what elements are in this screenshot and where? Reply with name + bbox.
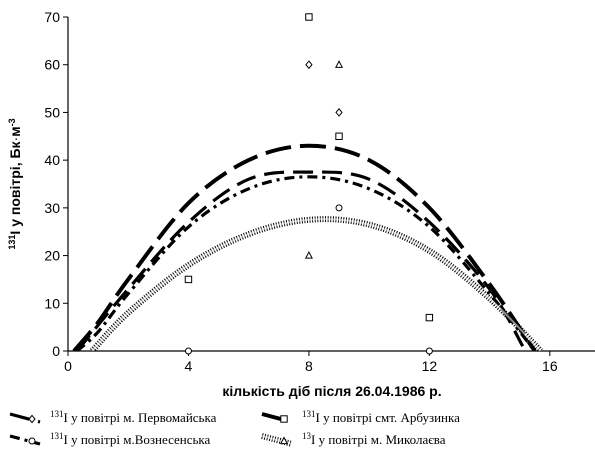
series-line-mykolaiv-texture	[91, 218, 542, 351]
axis-ticks: 0 4 8 12 16 0 10 20 30 40 50 60 70	[44, 9, 557, 374]
y-tick-label: 0	[52, 343, 60, 359]
y-tick-label: 40	[44, 152, 60, 168]
legend-swatch-marker	[279, 436, 289, 445]
series-line-pervomaisk	[75, 170, 525, 351]
y-axis-title-dot: ·	[7, 137, 23, 142]
y-tick-label: 70	[44, 9, 60, 25]
legend-item-arbuzynka: 131I у повітрі смт. Арбузинка	[261, 409, 460, 425]
y-tick-label: 50	[44, 104, 60, 120]
legend-item-pervomaisk: 131I у повітрі м. Первомайська	[9, 409, 217, 425]
data-point-arbuzynka	[305, 13, 313, 21]
y-tick-label: 10	[44, 295, 60, 311]
y-axis-title-exponent: -3	[7, 118, 17, 126]
y-tick-label: 60	[44, 57, 60, 73]
legend-label-superscript: 131	[302, 409, 316, 419]
data-point-voznesensk	[184, 347, 192, 355]
x-tick-label: 8	[305, 358, 313, 374]
data-point-arbuzynka	[335, 132, 343, 140]
data-point-mykolaiv	[335, 60, 344, 68]
legend-swatch-marker	[28, 414, 36, 424]
x-axis-title: кількість діб після 26.04.1986 р.	[222, 383, 441, 399]
data-point-pervomaisk	[305, 60, 313, 70]
legend-label-superscript: 131	[50, 431, 64, 441]
x-tick-label: 12	[422, 358, 438, 374]
x-tick-label: 4	[185, 358, 193, 374]
data-point-mykolaiv	[304, 250, 313, 259]
legend-item-mykolaiv: 13I у повітрі м. Миколаєва	[261, 431, 446, 447]
y-axis-title: 131I у повітрі, Бк·м-3	[7, 118, 23, 249]
y-tick-label: 30	[44, 200, 60, 216]
legend-swatch-line	[9, 434, 41, 446]
legend-label-superscript: 13	[302, 431, 312, 441]
data-point-arbuzynka	[184, 275, 193, 284]
legend-label: 13I у повітрі м. Миколаєва	[302, 431, 446, 447]
legend-label-text: I у повітрі смт. Арбузинка	[316, 410, 461, 425]
legend-label: 131I у повітрі м. Первомайська	[50, 409, 217, 425]
data-point-voznesensk	[335, 204, 343, 212]
legend-swatch-marker	[280, 415, 288, 423]
series-markers	[184, 13, 434, 355]
legend: 131I у повітрі м. Первомайська 131I у пов…	[9, 409, 460, 447]
data-point-voznesensk	[425, 347, 433, 355]
legend-label-text: I у повітрі м. Первомайська	[64, 410, 217, 425]
legend-swatch-line	[9, 412, 41, 424]
legend-label: 131I у повітрі смт. Арбузинка	[302, 409, 460, 425]
x-tick-label: 0	[64, 358, 72, 374]
y-axis-title-unit: м	[7, 126, 23, 136]
series-line-arbuzynka	[72, 143, 537, 351]
y-axis-title-main: I у повітрі, Бк	[7, 140, 23, 234]
y-axis-title-superscript: 131	[7, 235, 17, 250]
y-tick-label: 20	[44, 248, 60, 264]
legend-item-voznesensk: 131I у повітрі м.Вознесенська	[9, 431, 211, 447]
data-point-pervomaisk	[335, 108, 343, 117]
legend-label-superscript: 131	[50, 409, 64, 419]
x-tick-label: 16	[542, 358, 558, 374]
legend-label-text: I у повітрі м.Вознесенська	[64, 432, 211, 447]
series-line-voznesensk	[75, 175, 537, 351]
legend-label: 131I у повітрі м.Вознесенська	[50, 431, 211, 447]
legend-label-text: I у повітрі м. Миколаєва	[311, 432, 446, 447]
legend-swatch-marker	[28, 437, 36, 445]
series-lines	[72, 143, 543, 351]
data-point-arbuzynka	[425, 313, 434, 322]
